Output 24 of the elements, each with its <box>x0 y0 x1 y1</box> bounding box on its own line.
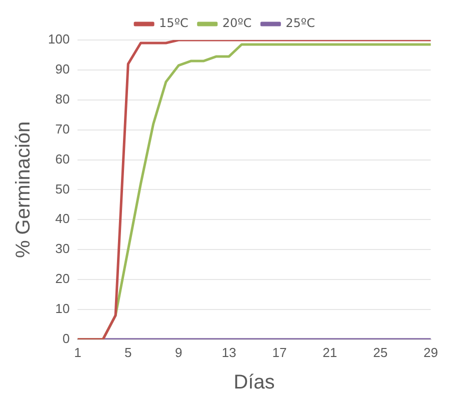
legend-label: 20ºC <box>222 16 252 30</box>
x-tick-label: 21 <box>322 344 338 360</box>
y-tick-label: 60 <box>55 151 70 166</box>
y-tick-label: 40 <box>55 211 70 226</box>
x-tick-label: 1 <box>74 344 82 360</box>
legend-label: 25ºC <box>286 16 315 30</box>
x-tick-label: 29 <box>424 344 438 360</box>
y-tick-label: 90 <box>55 62 70 77</box>
y-tick-label: 70 <box>55 121 70 136</box>
y-tick-label: 10 <box>55 301 70 316</box>
x-tick-label: 5 <box>124 344 132 360</box>
y-tick-label: 20 <box>55 271 70 286</box>
x-axis-title: Días <box>234 372 275 394</box>
legend-label: 15ºC <box>159 16 188 30</box>
x-tick-label: 25 <box>373 344 388 360</box>
y-tick-label: 30 <box>55 241 70 256</box>
y-axis-title: % Germinación <box>12 121 35 258</box>
x-tick-label: 13 <box>222 344 236 360</box>
y-tick-label: 0 <box>62 330 70 346</box>
x-tick-label: 17 <box>272 344 287 360</box>
y-tick-label: 80 <box>55 91 70 106</box>
y-tick-label: 50 <box>55 181 70 196</box>
x-tick-label: 9 <box>174 344 182 360</box>
y-tick-label: 100 <box>48 32 70 47</box>
